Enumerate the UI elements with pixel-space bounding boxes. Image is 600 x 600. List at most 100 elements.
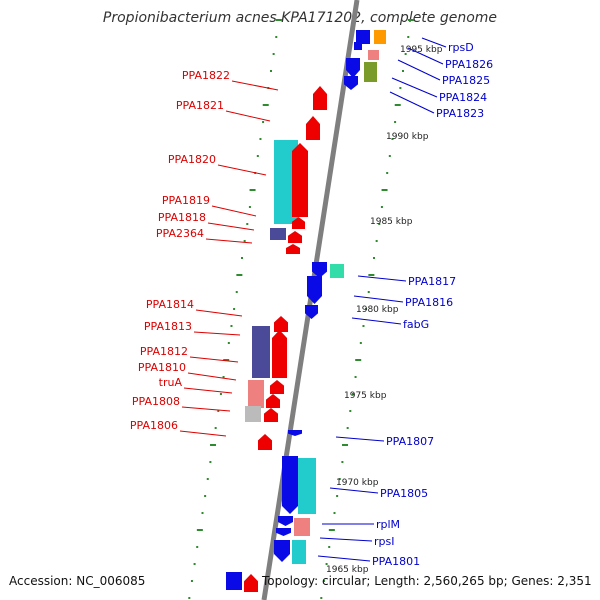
scale-label: 1965 kbp [326, 565, 369, 575]
gene-rplM-b [294, 518, 310, 536]
leader-line [329, 487, 379, 494]
gene-PPA1813b [272, 330, 287, 378]
gene-label-PPA1821: PPA1821 [176, 99, 224, 112]
gene-PPA1808 [245, 406, 261, 422]
gene-PPA1810 [248, 380, 264, 408]
gene-PPA1801b [292, 540, 306, 564]
gene-PPA1817b [330, 264, 344, 278]
gene-PPA1822 [313, 86, 327, 110]
gene-rpsD [374, 30, 386, 44]
leader-line [421, 37, 447, 48]
gene-label-PPA1807: PPA1807 [386, 435, 434, 448]
gene-label-PPA1808: PPA1808 [132, 395, 180, 408]
gene-label-PPA2364: PPA2364 [156, 227, 204, 240]
gene-label-PPA1812: PPA1812 [140, 345, 188, 358]
gene-block [354, 42, 362, 50]
gene-PPA1816 [307, 276, 322, 304]
gene-label-PPA1822: PPA1822 [182, 69, 230, 82]
gene-PPA1814 [274, 316, 288, 332]
gene-PPA1807 [288, 430, 302, 436]
gene-PPA1805b [298, 458, 316, 514]
gene-label-PPA1823: PPA1823 [436, 107, 484, 120]
leader-line [231, 80, 279, 91]
scale-label: 1980 kbp [356, 305, 399, 315]
gene-arrow [346, 58, 360, 78]
gene-label-PPA1813: PPA1813 [144, 320, 192, 333]
gene-label-PPA1825: PPA1825 [442, 74, 490, 87]
gene-PPA1817 [312, 262, 327, 278]
scale-labels: 1995 kbp 1990 kbp 1985 kbp 1980 kbp 1975 kbp… [326, 45, 443, 575]
gene-rpsI [276, 528, 291, 536]
map-title: Propionibacterium acnes KPA171202, compl… [102, 10, 498, 26]
scale-label: 1985 kbp [370, 217, 413, 227]
gene-block [368, 50, 379, 60]
gene-PPA1808b [264, 408, 278, 422]
leader-line [317, 555, 371, 562]
gene-labels: PPA1822 PPA1821 PPA1820 PPA1819 PPA1818 PPA23… [130, 37, 493, 568]
gene-block [356, 30, 370, 44]
leader-line [211, 205, 257, 217]
leader-line [351, 317, 402, 325]
leader-line [217, 164, 267, 176]
gene-label-rpsI: rpsI [374, 535, 394, 548]
gene-features [226, 30, 386, 592]
gene-fabG [305, 305, 318, 319]
gene-label-PPA1801: PPA1801 [372, 555, 420, 568]
gene-label-rpsD: rpsD [448, 41, 474, 54]
genome-backbone [261, 0, 360, 600]
gene-label-PPA1816: PPA1816 [405, 296, 453, 309]
leader-line [183, 387, 233, 394]
gene-PPA1813 [252, 326, 270, 378]
gene-label-PPA1826: PPA1826 [445, 58, 493, 71]
leader-line [205, 238, 253, 244]
summary-text: Topology: circular; Length: 2,560,265 bp… [262, 574, 592, 588]
gene-PPA1805 [282, 456, 298, 514]
gene-PPA2364a [288, 231, 302, 243]
leader-line [181, 406, 231, 412]
gene-PPA1820b [292, 143, 308, 217]
leader-line [397, 59, 441, 81]
scale-label: 1990 kbp [386, 132, 429, 142]
accession-text: Accession: NC_006085 [9, 574, 146, 588]
leader-line [225, 110, 271, 122]
leader-line [195, 309, 243, 317]
gene-truA [266, 394, 280, 408]
gene-block [364, 62, 377, 82]
gene-label-PPA1819: PPA1819 [162, 194, 210, 207]
gene-PPA2364 [286, 244, 300, 254]
gene-block [244, 574, 258, 592]
gene-label-PPA1806: PPA1806 [130, 419, 178, 432]
gene-PPA1819 [292, 217, 305, 229]
gene-PPA1821 [306, 116, 320, 140]
leader-line [189, 356, 239, 363]
gene-label-fabG: fabG [403, 318, 429, 331]
gene-label-PPA1814: PPA1814 [146, 298, 194, 311]
leader-line [335, 436, 385, 442]
leader-line [389, 91, 435, 114]
gene-rplM [278, 516, 293, 526]
leader-line [391, 77, 438, 98]
gene-label-rplM: rplM [376, 518, 400, 531]
leader-line [407, 47, 444, 65]
gene-block [226, 572, 242, 590]
scale-label: 1970 kbp [336, 478, 379, 488]
gene-label-PPA1805: PPA1805 [380, 487, 428, 500]
gene-PPA1801 [274, 540, 290, 562]
gene-label-truA: truA [159, 376, 183, 389]
leader-line [353, 295, 404, 303]
gene-label-PPA1817: PPA1817 [408, 275, 456, 288]
gene-label-PPA1824: PPA1824 [439, 91, 487, 104]
gene-PPA1812 [270, 380, 284, 394]
scale-label: 1975 kbp [344, 391, 387, 401]
leader-line [179, 430, 227, 437]
leader-line [207, 222, 255, 231]
gene-label-PPA1818: PPA1818 [158, 211, 206, 224]
leader-line [193, 331, 241, 336]
leader-line [319, 537, 373, 542]
leader-line [357, 275, 407, 282]
gene-label-PPA1820: PPA1820 [168, 153, 216, 166]
leader-line [187, 372, 237, 381]
gene-label-PPA1810: PPA1810 [138, 361, 186, 374]
gene-PPA1818 [270, 228, 286, 240]
gene-PPA1806 [258, 434, 272, 450]
